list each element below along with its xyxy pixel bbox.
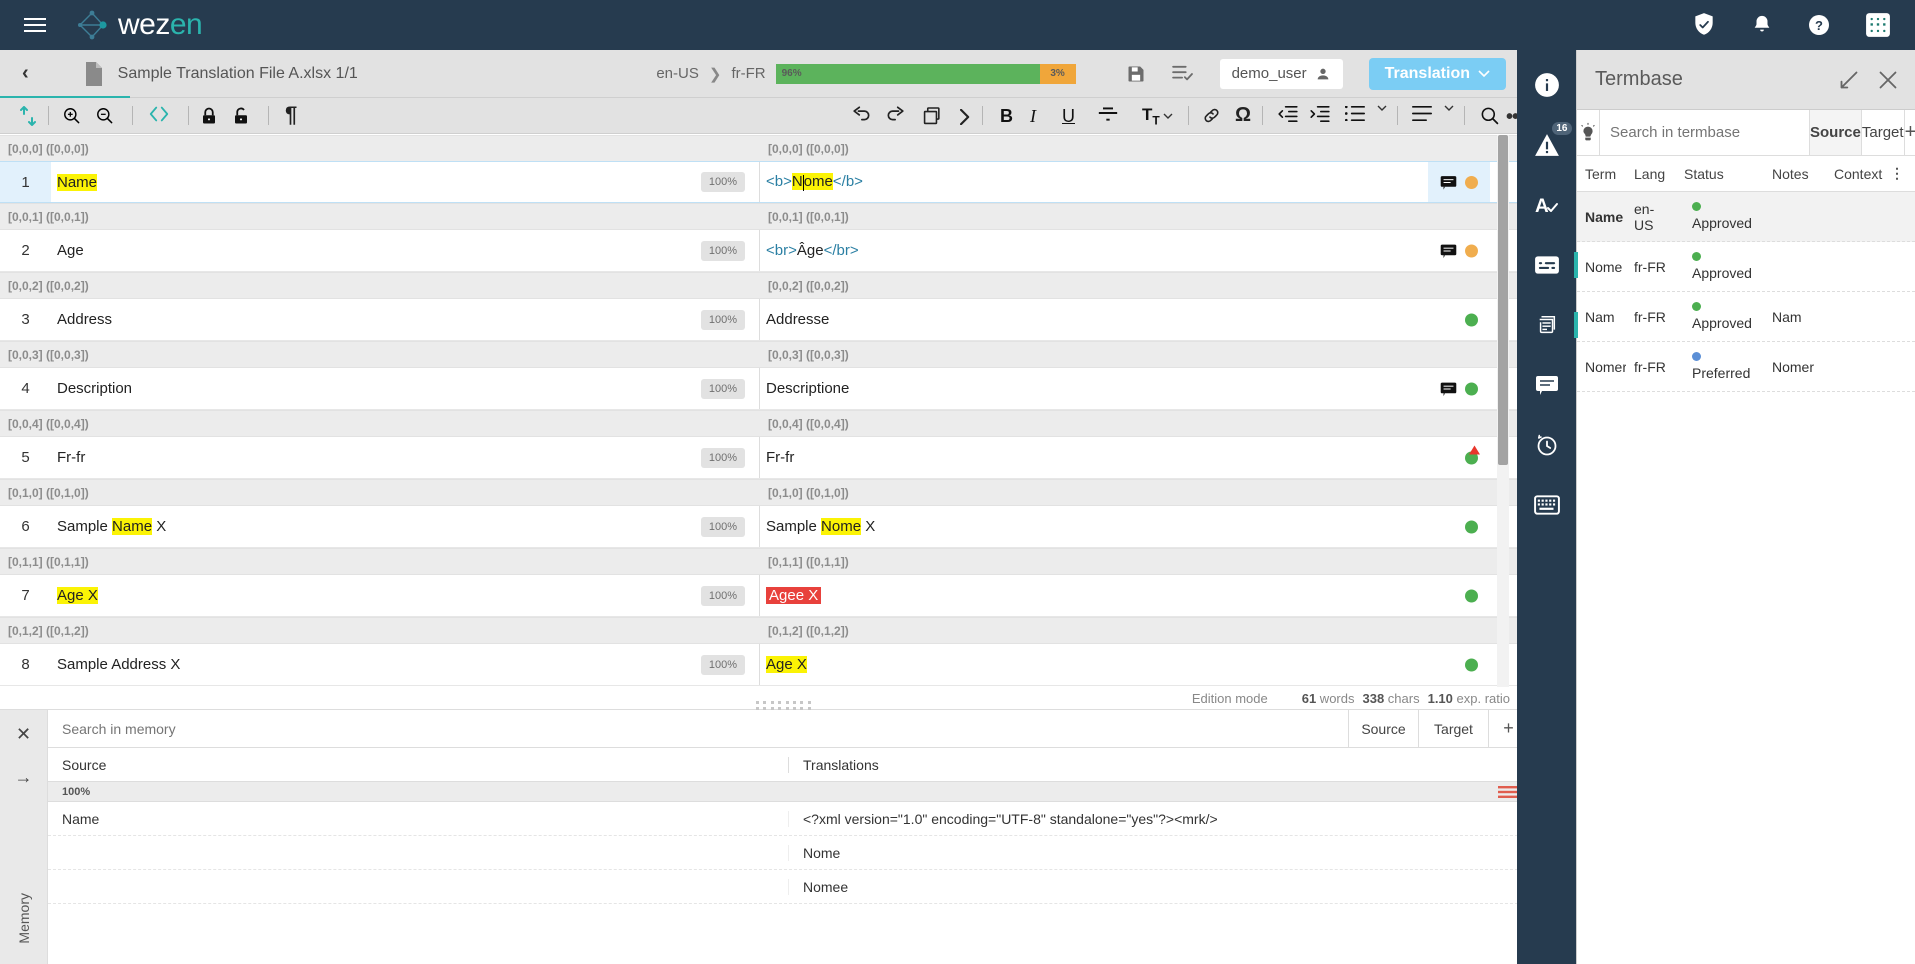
svg-text:?: ? [1815, 18, 1823, 33]
svg-text:A: A [1535, 196, 1549, 217]
